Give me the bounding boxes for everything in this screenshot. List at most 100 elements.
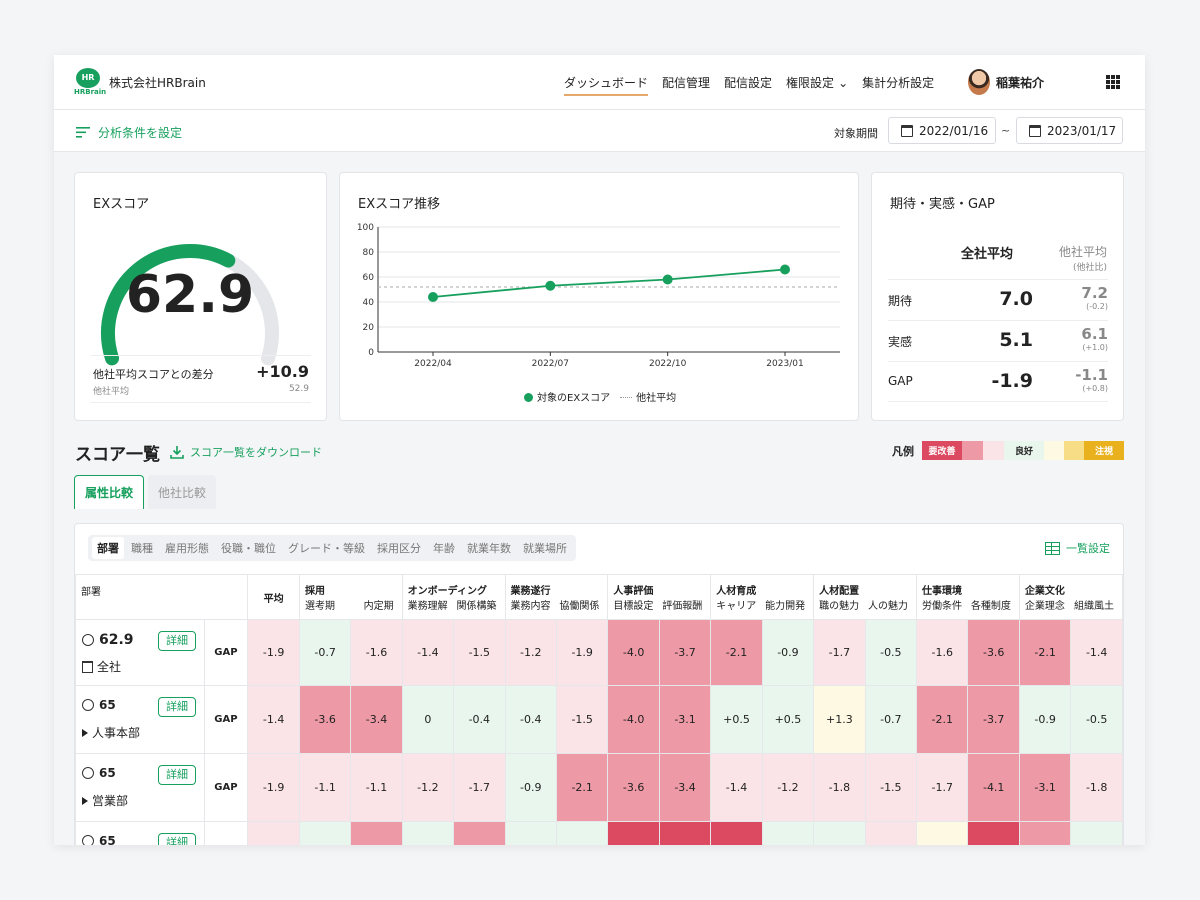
detail-button[interactable]: 詳細 <box>158 697 196 717</box>
subtab-hiring-type[interactable]: 採用区分 <box>377 542 421 555</box>
row-other-value: -1.1 <box>1075 366 1108 384</box>
row-name[interactable]: 営業部 <box>82 792 128 809</box>
diff-average: 52.9 <box>288 384 309 394</box>
group-name: 人材配置 <box>819 586 860 597</box>
score-cell: -1.5 <box>864 753 918 822</box>
detail-button[interactable]: 詳細 <box>158 631 196 651</box>
score-cell <box>864 821 918 845</box>
expectation-gap-card: 期待・実感・GAP 全社平均 他社平均 (他社比) 期待 7.0 7.2 (-0.… <box>871 172 1124 421</box>
sub-name: 目標設定 <box>613 601 654 612</box>
score-cell: 0 <box>401 685 455 754</box>
score-face-icon <box>82 835 94 845</box>
group-name: 人事評価 <box>613 586 654 597</box>
nav-aggregation-settings[interactable]: 集計分析設定 <box>862 76 935 90</box>
score-cell: -4.0 <box>607 685 660 754</box>
score-cell: -2.1 <box>916 685 969 754</box>
col-other-sub: (他社比) <box>1072 263 1107 273</box>
gauge-fill <box>101 244 236 366</box>
row-score-value: 65 <box>99 834 116 845</box>
score-cell <box>607 821 660 845</box>
calendar-icon <box>1029 124 1041 137</box>
x-tick-label: 2022/04 <box>414 359 452 369</box>
score-cell <box>761 821 815 845</box>
detail-button[interactable]: 詳細 <box>158 765 196 785</box>
row-name[interactable]: 人事本部 <box>82 724 140 741</box>
subtab-grade[interactable]: グレード・等級 <box>288 542 365 555</box>
sub-name: 関係構築 <box>456 601 497 612</box>
score-cell: +0.5 <box>710 685 763 754</box>
score-face-icon <box>82 634 94 646</box>
row-other-diff: (+1.0) <box>1082 343 1108 352</box>
nav-permission-label: 権限設定 <box>786 76 835 90</box>
subtab-job-type[interactable]: 職種 <box>131 542 153 555</box>
app-window: HR HRBrain 株式会社HRBrain ダッシュボード 配信管理 配信設定… <box>54 55 1145 845</box>
subtab-tenure[interactable]: 就業年数 <box>467 542 511 555</box>
download-score-list-link[interactable]: スコア一覧をダウンロード <box>170 444 322 460</box>
row-score: 62.9 <box>82 632 134 648</box>
score-cell: -2.1 <box>710 619 763 686</box>
col-header-average: 平均 <box>247 574 300 620</box>
nav-dashboard[interactable]: ダッシュボード <box>564 74 649 96</box>
group-name: 企業文化 <box>1024 586 1065 597</box>
detail-button[interactable]: 詳細 <box>158 833 196 845</box>
date-from-field[interactable]: 2022/01/16 <box>888 117 996 144</box>
col-header-group: 採用 選考期 内定期 <box>299 574 403 620</box>
score-cell: -1.9 <box>555 619 609 686</box>
user-name: 稲葉祐介 <box>996 75 1045 90</box>
score-list-title: スコア一覧 <box>75 445 160 465</box>
table-row: 62.9 詳細 全社 GAP -1.9 -0.7 -1.6 -1.4 -1.5 -1.2 -1.9-… <box>75 619 1123 686</box>
row-label: 期待 <box>888 294 913 308</box>
hrbrain-logo[interactable]: HR HRBrain <box>74 68 106 96</box>
subtab-position[interactable]: 役職・職位 <box>221 542 276 555</box>
col-header-department: 部署 <box>75 574 249 620</box>
attribute-subtabs: 部署 職種 雇用形態 役職・職位 グレード・等級 採用区分 年齢 就業年数 就業… <box>88 535 576 561</box>
date-to-field[interactable]: 2023/01/17 <box>1016 117 1123 144</box>
color-legend: 凡例 要改善 良好 注視 <box>892 441 1124 460</box>
analysis-condition-label: 分析条件を設定 <box>98 126 183 140</box>
col-header-group: 企業文化 企業理念 組織風土 <box>1018 574 1123 620</box>
row-value: 7.0 <box>999 288 1033 310</box>
period-label: 対象期間 <box>834 127 878 140</box>
score-cell: -2.1 <box>555 753 609 822</box>
score-cell: -1.7 <box>453 753 506 822</box>
row-score: 65 <box>82 698 116 712</box>
score-cell: -0.9 <box>761 619 815 686</box>
row-score-value: 65 <box>99 766 116 780</box>
score-cell: -3.7 <box>658 619 712 686</box>
gap-label: GAP <box>203 821 249 845</box>
sub-name: キャリア <box>716 601 757 612</box>
nav-distribution-settings[interactable]: 配信設定 <box>724 76 773 90</box>
nav-permission-settings[interactable]: 権限設定 ⌄ <box>786 74 848 96</box>
gap-row-expectation: 期待 7.0 7.2 (-0.2) <box>888 279 1108 320</box>
subtab-employment-type[interactable]: 雇用形態 <box>165 542 209 555</box>
score-cell: -3.1 <box>1018 753 1072 822</box>
app-grid-icon[interactable] <box>1106 75 1120 89</box>
analysis-condition-button[interactable]: 分析条件を設定 <box>76 124 182 141</box>
sub-name: 労働条件 <box>922 601 963 612</box>
subtab-age[interactable]: 年齢 <box>433 542 455 555</box>
y-tick-label: 60 <box>363 273 375 283</box>
subtab-work-location[interactable]: 就業場所 <box>523 542 567 555</box>
tab-other-company-comparison[interactable]: 他社比較 <box>148 475 217 509</box>
score-face-icon <box>82 767 94 779</box>
row-score-value: 65 <box>99 698 116 712</box>
legend-swatch <box>962 441 983 460</box>
sub-name: 評価報酬 <box>662 601 703 612</box>
col-header-group: 業務遂行 業務内容 協働関係 <box>504 574 609 620</box>
user-menu[interactable]: 稲葉祐介 <box>968 69 1044 95</box>
score-cell <box>555 821 609 845</box>
subtab-department[interactable]: 部署 <box>92 537 124 559</box>
score-cell: -0.9 <box>1018 685 1072 754</box>
score-cell <box>916 821 969 845</box>
legend-series-label: 対象のEXスコア <box>537 393 611 404</box>
trend-title: EXスコア推移 <box>358 197 441 212</box>
row-other: 6.1 (+1.0) <box>1081 325 1108 352</box>
list-settings-button[interactable]: 一覧設定 <box>1045 540 1110 556</box>
row-name: 全社 <box>82 658 121 675</box>
row-score: 65 <box>82 766 116 780</box>
nav-distribution-management[interactable]: 配信管理 <box>662 76 711 90</box>
ex-score-value: 62.9 <box>125 265 255 325</box>
tab-attribute-comparison[interactable]: 属性比較 <box>74 475 145 509</box>
score-cell: -0.7 <box>864 685 918 754</box>
score-cell: -0.5 <box>864 619 918 686</box>
